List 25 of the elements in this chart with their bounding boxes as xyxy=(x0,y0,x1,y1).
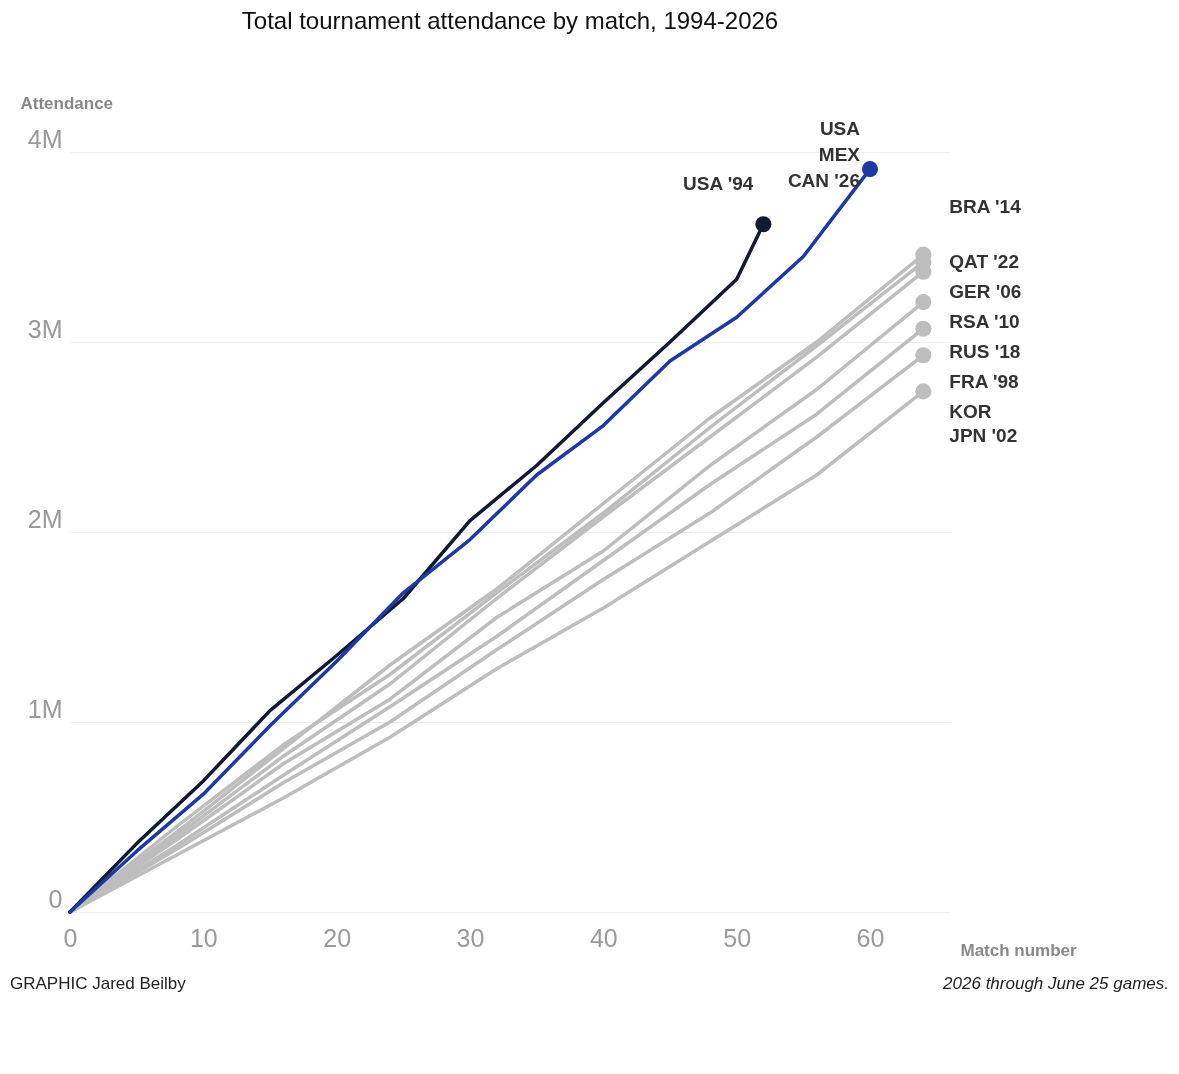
series-label: FRA '98 xyxy=(949,371,1019,393)
series-label: RSA '10 xyxy=(949,311,1020,333)
y-axis-title: Attendance xyxy=(20,93,114,113)
text: GRAPHIC Jared Beilby xyxy=(10,974,186,994)
x-tick-label: 50 xyxy=(723,923,752,952)
y-tick-label: 0 xyxy=(48,884,63,913)
x-tick-label: 60 xyxy=(856,923,885,952)
series-label: KOR JPN '02 xyxy=(949,401,1018,447)
chart-title: Total tournament attendance by match, 1994-2026 xyxy=(241,7,779,34)
series-label: QAT '22 xyxy=(949,251,1019,273)
y-tick-label: 4M xyxy=(27,124,63,153)
x-tick-label: 30 xyxy=(456,923,485,952)
series-label: USA MEX CAN '26 xyxy=(787,118,861,192)
text: 2026 through June 25 games. xyxy=(943,974,1169,994)
x-axis-title: Match number xyxy=(960,940,1078,960)
series-label: GER '06 xyxy=(949,281,1022,303)
text: BRA '14 xyxy=(949,195,1022,217)
series-label: USA '94 xyxy=(682,173,754,195)
series-label: RUS '18 xyxy=(949,341,1021,363)
y-tick-label: 3M xyxy=(27,314,63,343)
y-tick-label: 1M xyxy=(27,694,63,723)
x-tick-label: 20 xyxy=(323,923,352,952)
x-tick-label: 10 xyxy=(189,923,218,952)
x-tick-label: 40 xyxy=(589,923,618,952)
y-tick-label: 2M xyxy=(27,504,63,533)
